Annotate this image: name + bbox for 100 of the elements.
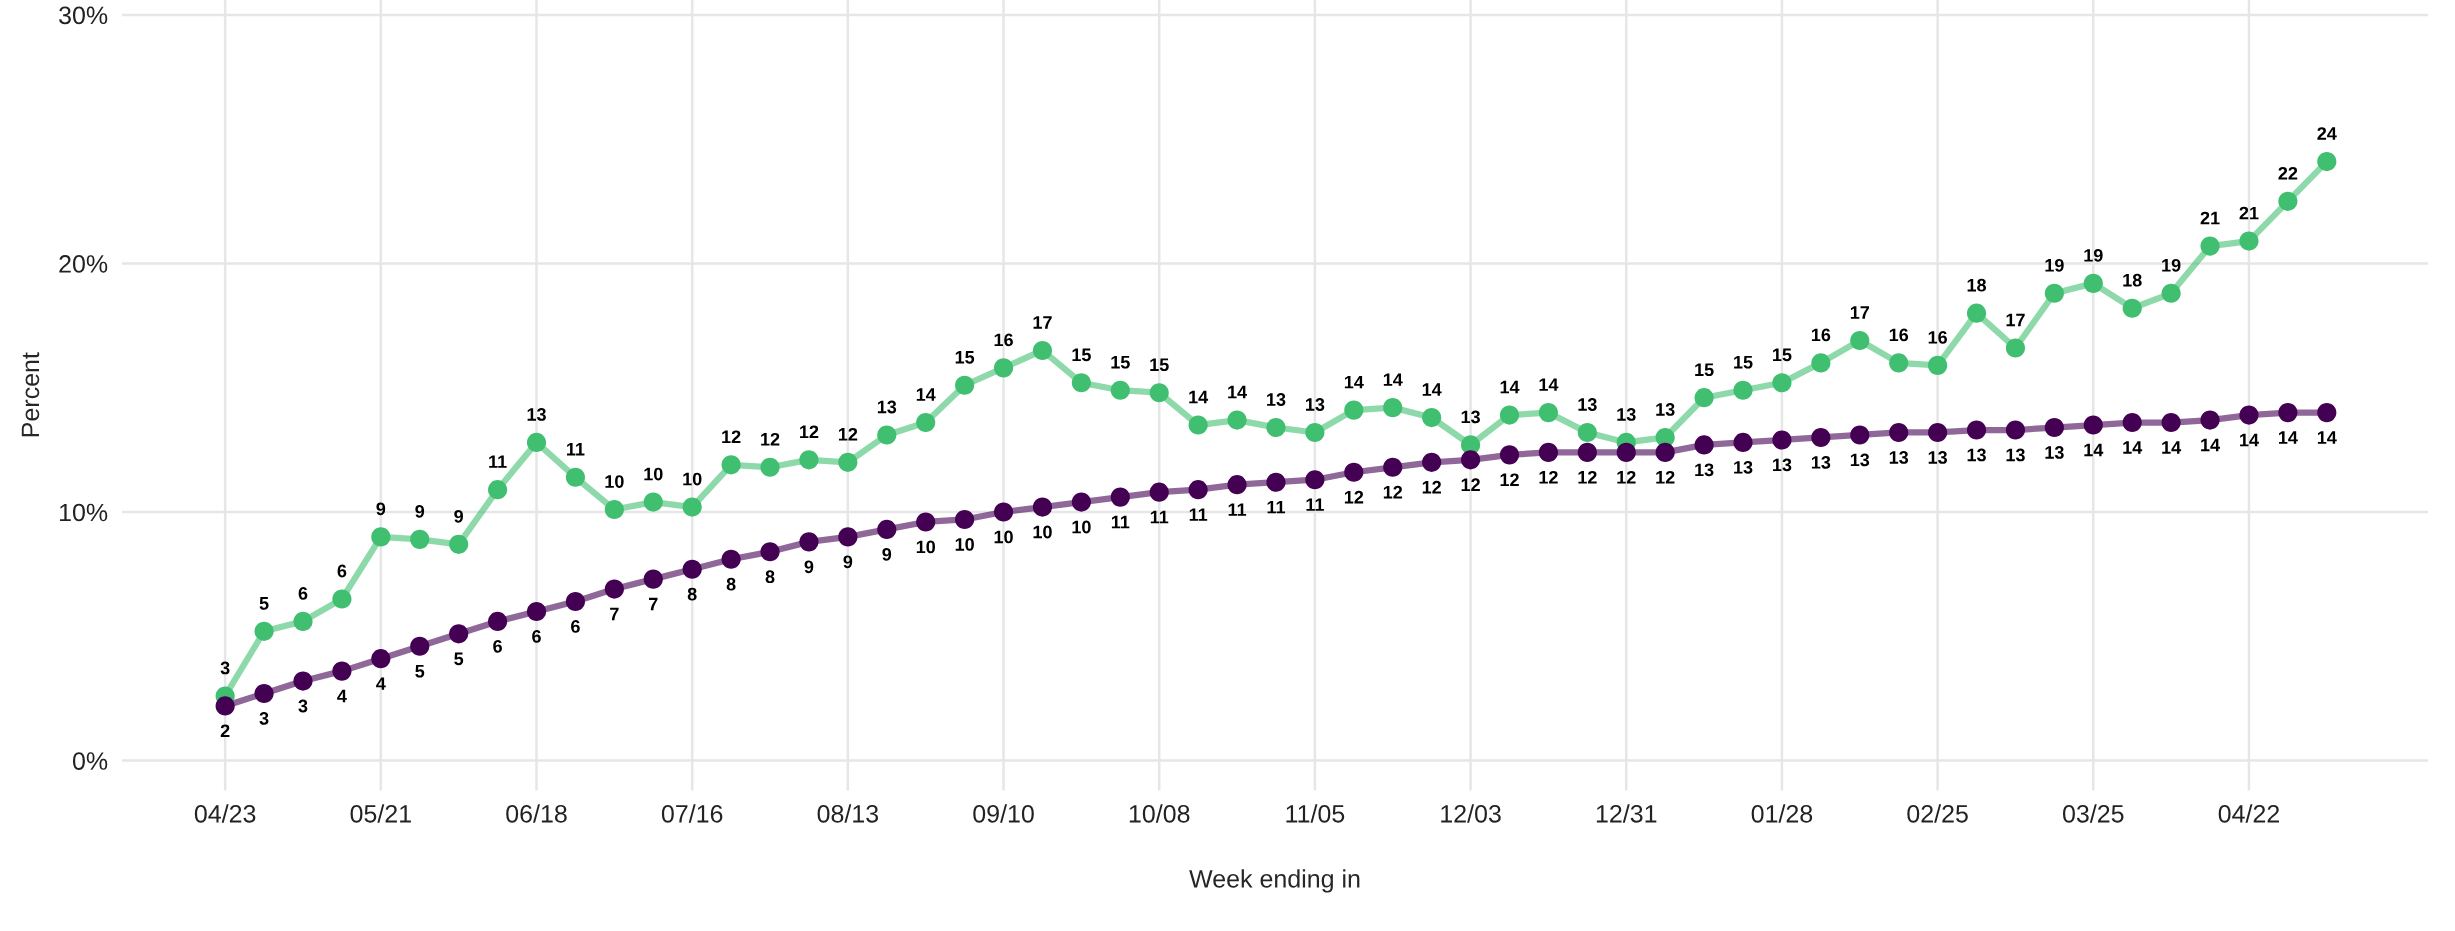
data-label: 13 — [1305, 398, 1325, 411]
data-label: 14 — [1539, 378, 1559, 391]
point — [254, 683, 274, 704]
data-label: 8 — [687, 587, 697, 601]
point — [877, 425, 897, 445]
data-label: 14 — [2278, 431, 2298, 444]
data-label: 24 — [2317, 127, 2337, 140]
point — [1149, 383, 1169, 403]
point — [1266, 417, 1286, 438]
point — [449, 624, 469, 644]
point — [526, 601, 547, 622]
data-label: 19 — [2084, 248, 2103, 262]
point — [2044, 417, 2064, 438]
data-label: 14 — [1189, 390, 1209, 404]
point — [293, 671, 313, 691]
point — [1772, 430, 1792, 450]
data-label: 13 — [1656, 403, 1675, 416]
point — [2239, 231, 2259, 251]
point — [2317, 403, 2337, 423]
point — [682, 559, 702, 579]
point — [1694, 388, 1714, 408]
data-label: 6 — [298, 586, 308, 600]
point — [721, 455, 741, 475]
point — [565, 591, 585, 612]
y-axis-title: Percent — [21, 352, 40, 437]
data-label: 12 — [1383, 485, 1403, 499]
x-tick-label: 12/31 — [1596, 804, 1657, 823]
point — [410, 636, 430, 656]
x-tick-label: 06/18 — [506, 804, 567, 823]
data-label: 15 — [955, 351, 975, 364]
data-label: 11 — [1111, 515, 1130, 529]
data-label: 14 — [2201, 438, 2220, 452]
data-label: 14 — [2240, 433, 2259, 447]
x-tick-label: 08/13 — [817, 804, 879, 823]
x-tick-label: 10/08 — [1129, 804, 1190, 823]
data-label: 13 — [877, 400, 897, 414]
data-label: 13 — [1889, 451, 1909, 464]
data-label: 10 — [605, 475, 624, 488]
data-label: 10 — [916, 540, 935, 554]
data-label: 18 — [2123, 273, 2142, 287]
point — [1811, 427, 1831, 448]
point — [1071, 492, 1091, 512]
x-tick-label: 11/05 — [1286, 804, 1345, 823]
point — [1461, 450, 1481, 470]
data-label: 6 — [493, 639, 502, 653]
point — [1577, 422, 1597, 443]
point — [916, 412, 936, 433]
data-label: 12 — [1539, 470, 1558, 484]
data-label: 14 — [2084, 443, 2104, 457]
point — [1032, 340, 1053, 361]
data-label: 3 — [298, 699, 308, 713]
data-label: 13 — [1850, 453, 1870, 467]
point — [916, 512, 936, 532]
data-label: 14 — [1500, 380, 1520, 394]
data-label: 5 — [259, 597, 269, 610]
data-label: 9 — [804, 560, 814, 574]
point — [1966, 303, 1987, 323]
data-label: 19 — [2045, 258, 2064, 272]
point — [1188, 415, 1208, 435]
x-tick-label: 03/25 — [2062, 804, 2124, 823]
data-label: 3 — [220, 661, 230, 675]
data-label: 13 — [1461, 410, 1480, 424]
data-label: 11 — [1267, 500, 1286, 514]
data-label: 15 — [1773, 348, 1792, 362]
data-label: 9 — [882, 547, 892, 561]
data-label: 19 — [2162, 258, 2181, 272]
data-label: 11 — [1150, 510, 1169, 524]
point — [1850, 330, 1870, 351]
point — [1383, 398, 1403, 418]
point — [1149, 482, 1169, 502]
data-label: 15 — [1734, 356, 1753, 369]
x-tick-label: 04/22 — [2218, 804, 2279, 823]
data-label: 10 — [994, 530, 1013, 544]
data-label: 11 — [1189, 508, 1208, 521]
data-label: 13 — [1695, 463, 1714, 477]
point — [2200, 236, 2220, 256]
data-label: 15 — [1111, 356, 1130, 369]
point — [1538, 442, 1558, 462]
data-label: 17 — [1033, 316, 1052, 329]
data-label: 16 — [994, 333, 1013, 347]
point — [1032, 497, 1053, 517]
data-label: 11 — [567, 443, 585, 456]
point — [1344, 400, 1364, 420]
point — [1616, 442, 1636, 462]
point — [449, 534, 469, 554]
data-label: 13 — [2006, 448, 2025, 462]
point — [1850, 425, 1870, 445]
data-label: 13 — [1578, 398, 1597, 411]
data-label: 18 — [1967, 278, 1987, 292]
point — [1071, 373, 1091, 393]
x-tick-label: 04/23 — [194, 804, 256, 823]
point — [1266, 472, 1286, 492]
data-label: 12 — [722, 430, 741, 443]
point — [1499, 405, 1520, 425]
point — [1694, 435, 1714, 455]
point — [1422, 408, 1442, 428]
x-tick-label: 02/25 — [1907, 804, 1968, 823]
data-label: 13 — [1617, 408, 1636, 421]
point — [604, 499, 624, 520]
data-label: 3 — [259, 712, 269, 725]
